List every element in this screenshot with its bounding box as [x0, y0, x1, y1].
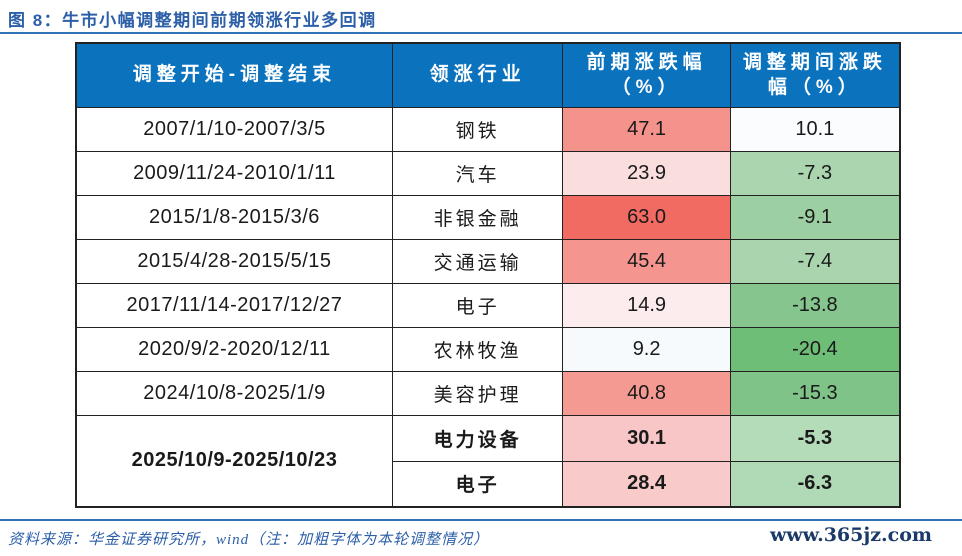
adj-change-cell: -7.3 [729, 150, 901, 196]
site-link[interactable]: www.365jz.com [769, 524, 932, 546]
adj-change-cell: -13.8 [729, 282, 901, 328]
adj-change-cell: -15.3 [729, 370, 901, 416]
header-cell-date-range: 调整开始-调整结束 [75, 42, 393, 108]
industry-cell: 美容护理 [391, 370, 564, 416]
header-cell-prev-change: 前期涨跌幅（%） [562, 42, 731, 108]
date-cell: 2024/10/8-2025/1/9 [75, 370, 393, 416]
adj-change-cell: -5.3 [729, 414, 901, 462]
figure-table-container: 调整开始-调整结束 领涨行业 前期涨跌幅（%） 调整期间涨跌幅（%） 2007/… [75, 42, 901, 508]
prev-change-cell: 9.2 [562, 326, 731, 372]
adj-change-cell: -7.4 [729, 238, 901, 284]
date-cell: 2015/1/8-2015/3/6 [75, 194, 393, 240]
date-cell: 2015/4/28-2015/5/15 [75, 238, 393, 284]
table-row: 2015/1/8-2015/3/6 非银金融 63.0 -9.1 [75, 194, 901, 240]
prev-change-cell: 47.1 [562, 106, 731, 152]
date-cell: 2020/9/2-2020/12/11 [75, 326, 393, 372]
table-row: 2015/4/28-2015/5/15 交通运输 45.4 -7.4 [75, 238, 901, 284]
industry-cell: 非银金融 [391, 194, 564, 240]
prev-change-cell: 23.9 [562, 150, 731, 196]
source-note: 资料来源：华金证券研究所，wind（注：加粗字体为本轮调整情况） [8, 532, 490, 548]
prev-change-cell: 63.0 [562, 194, 731, 240]
adjustment-data-table: 调整开始-调整结束 领涨行业 前期涨跌幅（%） 调整期间涨跌幅（%） 2007/… [75, 42, 901, 508]
table-row-current-round: 2025/10/9-2025/10/23 电力设备 30.1 -5.3 [75, 414, 901, 508]
title-divider-rule [0, 32, 962, 34]
table-row: 2024/10/8-2025/1/9 美容护理 40.8 -15.3 [75, 370, 901, 416]
prev-change-cell: 14.9 [562, 282, 731, 328]
table-row-current-round: 电子 28.4 -6.3 [76, 460, 901, 508]
prev-change-cell: 28.4 [562, 460, 731, 508]
date-cell: 2017/11/14-2017/12/27 [75, 282, 393, 328]
date-cell-rowspan: 2025/10/9-2025/10/23 [75, 414, 393, 508]
adj-change-cell: -9.1 [729, 194, 901, 240]
table-row: 2009/11/24-2010/1/11 汽车 23.9 -7.3 [75, 150, 901, 196]
industry-cell: 电力设备 [391, 414, 564, 462]
industry-cell: 交通运输 [391, 238, 564, 284]
header-cell-leading-industry: 领涨行业 [391, 42, 564, 108]
adj-change-cell: 10.1 [729, 106, 901, 152]
adj-change-cell: -20.4 [729, 326, 901, 372]
table-row: 2020/9/2-2020/12/11 农林牧渔 9.2 -20.4 [75, 326, 901, 372]
header-cell-adjustment-change: 调整期间涨跌幅（%） [729, 42, 901, 108]
prev-change-cell: 45.4 [562, 238, 731, 284]
industry-cell: 汽车 [391, 150, 564, 196]
prev-change-cell: 40.8 [562, 370, 731, 416]
date-cell: 2009/11/24-2010/1/11 [75, 150, 393, 196]
table-header-row: 调整开始-调整结束 领涨行业 前期涨跌幅（%） 调整期间涨跌幅（%） [75, 42, 901, 108]
table-row: 2007/1/10-2007/3/5 钢铁 47.1 10.1 [75, 106, 901, 152]
prev-change-cell: 30.1 [562, 414, 731, 462]
industry-cell: 钢铁 [391, 106, 564, 152]
figure-title: 图 8：牛市小幅调整期间前期领涨行业多回调 [8, 11, 377, 30]
adj-change-cell: -6.3 [729, 460, 901, 508]
industry-cell: 农林牧渔 [391, 326, 564, 372]
industry-cell: 电子 [391, 282, 564, 328]
date-cell: 2007/1/10-2007/3/5 [75, 106, 393, 152]
table-row: 2017/11/14-2017/12/27 电子 14.9 -13.8 [75, 282, 901, 328]
industry-cell: 电子 [391, 460, 564, 508]
footer-divider-rule [0, 519, 962, 521]
